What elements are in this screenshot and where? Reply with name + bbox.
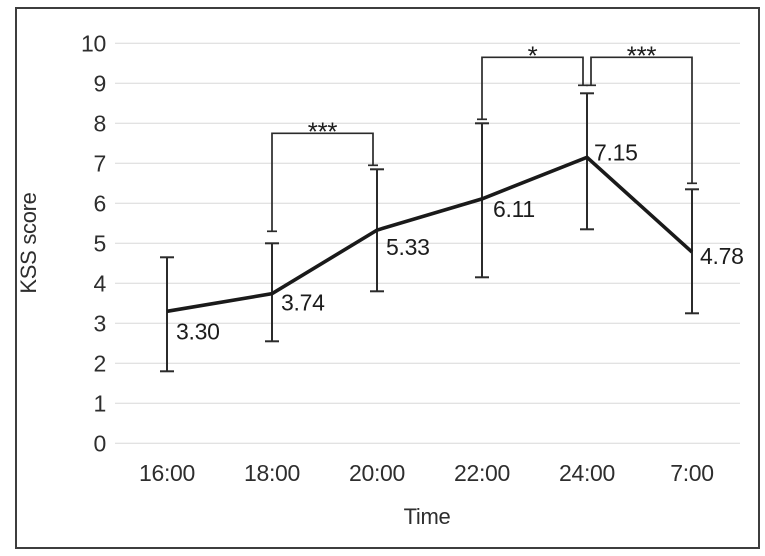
data-label: 7.15 <box>594 139 638 165</box>
significance-label: * <box>528 40 538 70</box>
x-tick-label: 16:00 <box>139 460 195 486</box>
bracket-line <box>271 132 374 232</box>
error-bar <box>580 92 594 231</box>
data-label: 5.33 <box>386 234 430 260</box>
significance-label: *** <box>627 40 657 70</box>
data-label: 6.11 <box>493 196 535 222</box>
figure-border <box>15 7 760 549</box>
bracket-line <box>481 56 584 120</box>
significance-label: *** <box>308 116 338 146</box>
x-tick-label: 22:00 <box>454 460 510 486</box>
x-tick-label: 18:00 <box>244 460 300 486</box>
error-bar <box>160 256 174 373</box>
y-tick-label: 4 <box>94 270 107 296</box>
significance-bracket: *** <box>586 40 697 185</box>
series-line <box>166 155 694 314</box>
y-tick-label: 2 <box>94 350 107 376</box>
y-axis-title: KSS score <box>16 192 41 293</box>
y-tick-label: 5 <box>94 230 107 256</box>
y-tick-label: 9 <box>94 70 107 96</box>
y-tick-label: 7 <box>94 150 107 176</box>
y-tick-label: 1 <box>94 390 107 416</box>
bracket-line <box>590 56 693 184</box>
y-tick-label: 3 <box>94 310 107 336</box>
x-tick-label: 20:00 <box>349 460 405 486</box>
data-label: 4.78 <box>700 243 744 269</box>
x-axis-title: Time <box>404 504 451 529</box>
y-tick-label: 0 <box>94 430 107 456</box>
y-tick-label: 10 <box>81 30 106 56</box>
significance-bracket: *** <box>267 116 378 233</box>
y-tick-label: 6 <box>94 190 107 216</box>
data-label: 3.74 <box>281 290 325 316</box>
x-tick-label: 7:00 <box>670 460 714 486</box>
x-tick-label: 24:00 <box>559 460 615 486</box>
y-tick-label: 8 <box>94 110 107 136</box>
data-label: 3.30 <box>176 318 220 344</box>
